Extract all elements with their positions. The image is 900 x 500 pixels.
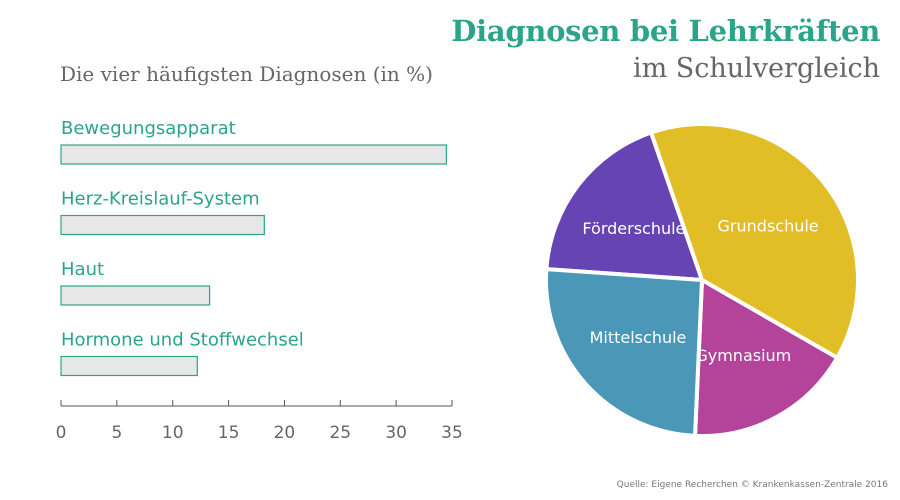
x-tick-label: 5 (111, 423, 122, 443)
pie-chart: Förderschule Grundschule Gymnasium Mittelsc… (544, 121, 861, 438)
x-tick-label: 25 (329, 423, 351, 443)
pie-slice (693, 278, 840, 438)
bar (60, 355, 198, 377)
x-tick-label: 0 (56, 423, 67, 443)
bar-label: Hormone und Stoffwechsel (61, 330, 304, 351)
pie-slice-label: Mittelschule (590, 328, 687, 347)
pie-slice-label: Gymnasium (695, 346, 791, 365)
bar-label: Herz-Kreislauf-System (61, 189, 260, 210)
bar-label: Bewegungsapparat (61, 118, 236, 139)
bar-label: Haut (61, 259, 104, 280)
chart-title: Diagnosen bei Lehrkräften (451, 14, 880, 48)
bar (60, 214, 265, 236)
source-note: Quelle: Eigene Recherchen © Krankenkasse… (616, 480, 888, 490)
x-tick-label: 20 (274, 423, 296, 443)
x-tick-label: 10 (162, 423, 184, 443)
pie-slice-label: Förderschule (582, 219, 685, 238)
x-tick-label: 15 (218, 423, 240, 443)
chart-subtitle: im Schulvergleich (632, 53, 880, 84)
bar (60, 144, 448, 165)
pie-slice (649, 121, 861, 360)
x-tick-label: 30 (385, 423, 407, 443)
bar-chart: Bewegungsapparat Herz-Kreislauf-System Hau… (56, 118, 463, 443)
x-tick-label: 35 (441, 423, 463, 443)
pie-slice-label: Grundschule (718, 216, 819, 235)
pie-slice (544, 267, 704, 438)
bar (60, 285, 211, 306)
bar-chart-title: Die vier häufigsten Diagnosen (in %) (60, 62, 433, 86)
